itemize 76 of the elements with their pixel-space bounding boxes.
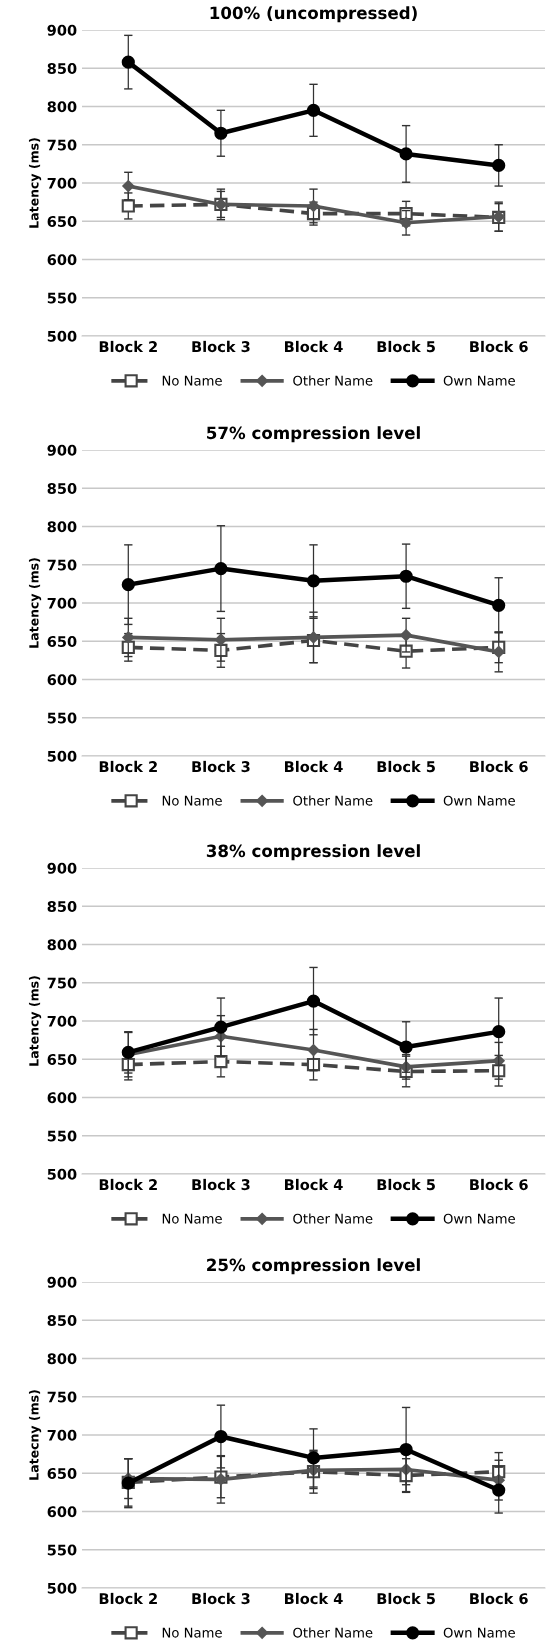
legend-label: No Name — [162, 795, 222, 806]
x-tick-label: Block 2 — [99, 1592, 157, 1605]
y-tick-label: 800 — [47, 1353, 77, 1365]
x-tick-label: Block 3 — [192, 340, 250, 353]
y-tick-label: 750 — [47, 977, 77, 989]
legend-label: Other Name — [293, 375, 373, 386]
y-tick-label: 650 — [47, 635, 77, 647]
y-tick-label: 800 — [47, 521, 77, 533]
y-tick-label: 750 — [47, 139, 77, 151]
x-tick-label: Block 2 — [99, 340, 157, 353]
legend-label: Other Name — [293, 1213, 373, 1224]
y-tick-label: 550 — [47, 292, 77, 304]
legend-label: No Name — [162, 1627, 222, 1638]
x-tick-label: Block 6 — [470, 760, 528, 773]
x-tick-label: Block 5 — [377, 1178, 435, 1191]
legend-label: Own Name — [443, 795, 515, 806]
x-tick-label: Block 4 — [284, 760, 343, 773]
chart-title: 25% compression level — [207, 1258, 420, 1275]
x-tick-label: Block 5 — [377, 340, 435, 353]
y-axis-title: Latency (ms) — [28, 558, 42, 648]
y-tick-label: 750 — [47, 559, 77, 571]
y-axis-title: Latecny (ms) — [28, 1390, 42, 1480]
y-tick-label: 500 — [47, 330, 77, 342]
y-tick-label: 850 — [47, 482, 77, 494]
x-tick-label: Block 6 — [470, 340, 528, 353]
y-tick-label: 800 — [47, 939, 77, 951]
chart-title: 38% compression level — [206, 844, 420, 861]
x-tick-label: Block 3 — [192, 1178, 250, 1191]
y-tick-label: 700 — [47, 597, 77, 609]
y-tick-label: 600 — [47, 1506, 77, 1518]
legend-label: Other Name — [293, 795, 373, 806]
y-tick-label: 850 — [47, 900, 77, 912]
y-tick-label: 900 — [47, 24, 77, 36]
x-tick-label: Block 2 — [99, 760, 157, 773]
y-tick-label: 550 — [47, 712, 77, 724]
chart-title: 57% compression level — [207, 426, 420, 443]
y-tick-label: 600 — [47, 1092, 77, 1104]
y-tick-label: 500 — [47, 1168, 77, 1180]
y-axis-title: Latency (ms) — [28, 976, 42, 1066]
y-axis-title: Latency (ms) — [28, 138, 42, 228]
y-tick-label: 700 — [47, 1015, 77, 1027]
y-tick-label: 650 — [47, 1053, 77, 1065]
x-tick-label: Block 2 — [99, 1178, 157, 1191]
chart-title: 100% (uncompressed) — [210, 6, 417, 23]
y-tick-label: 850 — [47, 62, 77, 74]
y-tick-label: 650 — [47, 1467, 77, 1479]
y-tick-label: 550 — [47, 1544, 77, 1556]
y-tick-label: 650 — [47, 215, 77, 227]
legend-label: No Name — [162, 375, 222, 386]
x-tick-label: Block 3 — [192, 1592, 250, 1605]
x-tick-label: Block 6 — [470, 1178, 528, 1191]
legend-label: Own Name — [443, 1627, 515, 1638]
y-tick-label: 500 — [47, 1582, 77, 1594]
legend-label: Other Name — [293, 1627, 373, 1638]
y-tick-label: 700 — [47, 177, 77, 189]
y-tick-label: 700 — [47, 1429, 77, 1441]
y-tick-label: 550 — [47, 1130, 77, 1142]
y-tick-label: 600 — [47, 254, 77, 266]
y-tick-label: 500 — [47, 750, 77, 762]
x-tick-label: Block 4 — [284, 340, 343, 353]
x-tick-label: Block 3 — [192, 760, 250, 773]
y-tick-label: 900 — [47, 1276, 77, 1288]
legend-label: Own Name — [443, 1213, 515, 1224]
x-tick-label: Block 4 — [284, 1592, 343, 1605]
x-tick-label: Block 5 — [377, 760, 435, 773]
y-tick-label: 900 — [47, 862, 77, 874]
legend-label: Own Name — [443, 375, 515, 386]
y-tick-label: 750 — [47, 1391, 77, 1403]
legend-label: No Name — [162, 1213, 222, 1224]
y-tick-label: 800 — [47, 101, 77, 113]
y-tick-label: 850 — [47, 1314, 77, 1326]
y-tick-label: 600 — [47, 674, 77, 686]
x-tick-label: Block 4 — [284, 1178, 343, 1191]
x-tick-label: Block 6 — [470, 1592, 528, 1605]
x-tick-label: Block 5 — [377, 1592, 435, 1605]
y-tick-label: 900 — [47, 444, 77, 456]
